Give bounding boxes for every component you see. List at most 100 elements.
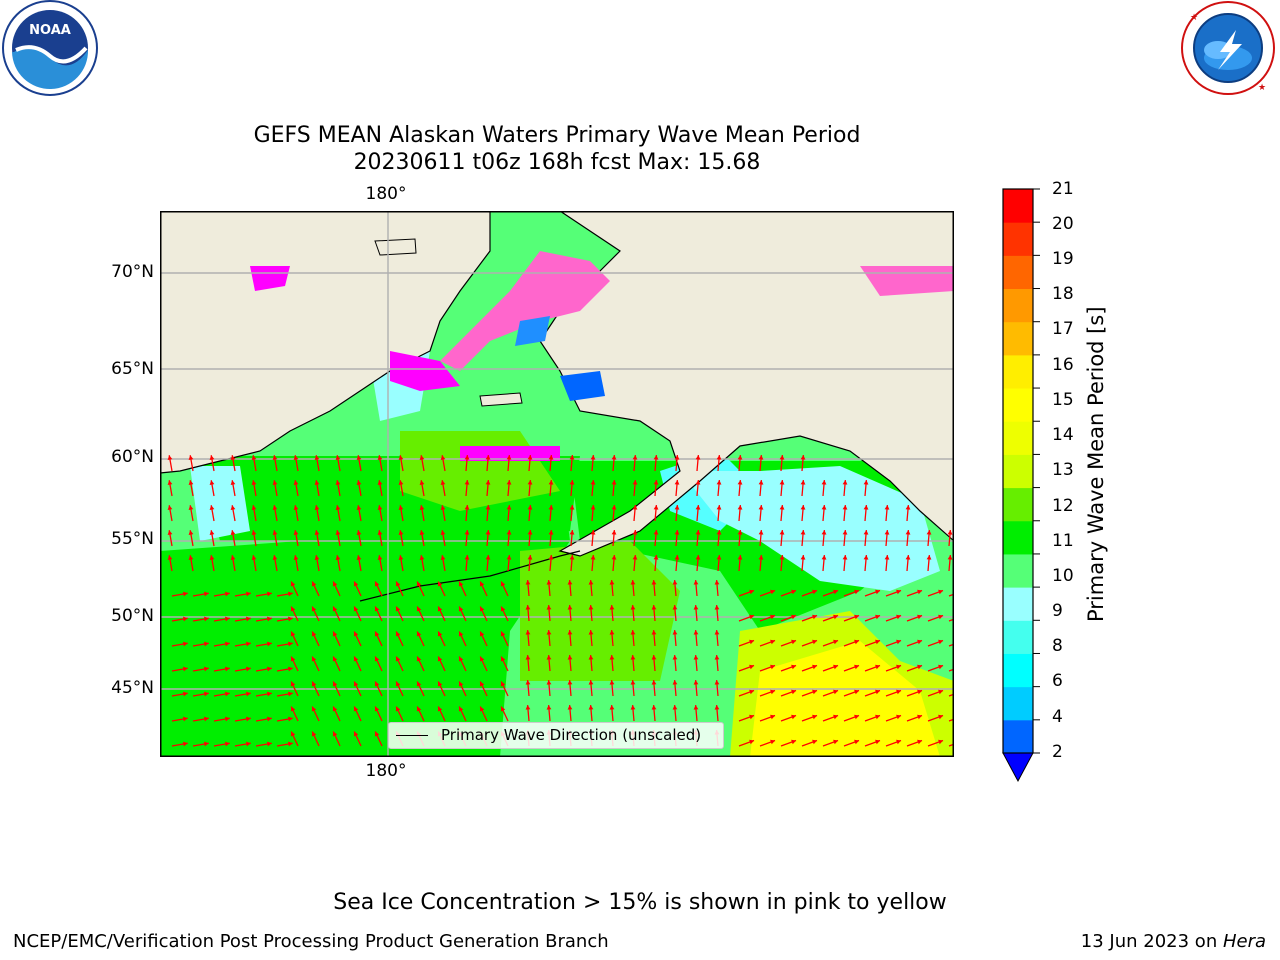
wave-arrow-head bbox=[884, 505, 890, 510]
wave-arrow-head bbox=[833, 739, 839, 745]
wave-arrow-head bbox=[374, 731, 380, 737]
wave-arrow-head bbox=[204, 666, 209, 672]
wave-arrow-head bbox=[938, 739, 944, 745]
latitude-label-55: 55°N bbox=[111, 529, 154, 549]
colorbar-cell bbox=[1003, 255, 1033, 290]
wave-arrow-head bbox=[356, 505, 362, 510]
wave-arrow-head bbox=[230, 505, 236, 510]
wave-arrow-head bbox=[479, 681, 485, 687]
wave-arrow-head bbox=[395, 581, 401, 587]
colorbar-frame bbox=[1002, 188, 1034, 754]
wave-arrow-head bbox=[209, 555, 215, 560]
wave-arrow-head bbox=[716, 455, 722, 460]
colorbar-cell bbox=[1003, 321, 1033, 356]
wave-arrow-head bbox=[716, 505, 722, 510]
wave-arrow-shaft bbox=[948, 743, 954, 747]
colorbar-tick-label: 12 bbox=[1052, 496, 1074, 516]
wave-arrow-head bbox=[288, 591, 293, 597]
wave-arrow-head bbox=[353, 681, 359, 687]
wave-arrow-head bbox=[548, 455, 554, 460]
colorbar-cell bbox=[1003, 222, 1033, 256]
wave-arrow-head bbox=[917, 614, 923, 620]
wave-arrow-head bbox=[609, 580, 615, 585]
colorbar-cell bbox=[1003, 354, 1033, 389]
sea-ice-blue-norton bbox=[560, 371, 605, 401]
wave-arrow-head bbox=[896, 714, 902, 720]
wave-arrow-head bbox=[800, 555, 806, 560]
wave-arrow-head bbox=[875, 664, 881, 670]
wave-arrow-head bbox=[714, 680, 720, 685]
wave-arrow-head bbox=[335, 480, 341, 485]
wave-arrow-head bbox=[917, 639, 923, 645]
wave-arrow-head bbox=[335, 455, 341, 460]
wave-arrow-head bbox=[588, 680, 594, 685]
period-zone-lightcyan-gulf bbox=[680, 466, 940, 591]
wave-arrow-head bbox=[395, 681, 401, 687]
wave-arrow-head bbox=[374, 581, 380, 587]
wave-arrow-head bbox=[395, 656, 401, 662]
wave-arrow-head bbox=[693, 605, 699, 610]
wave-arrow-head bbox=[267, 716, 272, 722]
wave-arrow-head bbox=[567, 605, 573, 610]
wave-arrow-shaft bbox=[948, 593, 954, 597]
wave-arrow-head bbox=[290, 731, 296, 737]
wave-arrow-head bbox=[854, 614, 860, 620]
wave-arrow-head bbox=[758, 480, 764, 485]
wave-arrow-head bbox=[800, 505, 806, 510]
wave-arrow-head bbox=[225, 641, 230, 647]
wave-arrow-head bbox=[917, 739, 923, 745]
wave-arrow-head bbox=[183, 641, 188, 647]
wave-arrow-head bbox=[416, 681, 422, 687]
wave-arrow-head bbox=[863, 555, 869, 560]
wave-arrow-head bbox=[204, 691, 209, 697]
sea-ice-note: Sea Ice Concentration > 15% is shown in … bbox=[333, 890, 947, 915]
colorbar-tick-label: 11 bbox=[1052, 531, 1074, 551]
wave-arrow-head bbox=[854, 639, 860, 645]
wave-arrow-head bbox=[672, 655, 678, 660]
wave-arrow-head bbox=[693, 680, 699, 685]
wave-arrow-head bbox=[569, 455, 575, 460]
wave-arrow-head bbox=[485, 555, 491, 560]
land-st-lawrence-island bbox=[479, 392, 523, 407]
wave-arrow-head bbox=[770, 589, 776, 595]
wave-arrow-head bbox=[672, 705, 678, 710]
map-panel bbox=[160, 211, 954, 757]
wave-arrow-head bbox=[479, 581, 485, 587]
wave-arrow-head bbox=[821, 480, 827, 485]
wave-arrow-head bbox=[356, 555, 362, 560]
wave-arrow-head bbox=[506, 530, 512, 535]
wave-arrow-head bbox=[188, 480, 194, 485]
colorbar-tick-label: 2 bbox=[1052, 742, 1063, 762]
wave-arrow-head bbox=[611, 530, 617, 535]
wave-arrow-head bbox=[567, 630, 573, 635]
wave-arrow-head bbox=[630, 605, 636, 610]
wave-arrow-head bbox=[506, 480, 512, 485]
wave-arrow-head bbox=[464, 555, 470, 560]
wave-arrow-head bbox=[758, 530, 764, 535]
wave-arrow-head bbox=[863, 530, 869, 535]
wave-arrow-head bbox=[842, 530, 848, 535]
colorbar-tick-label: 15 bbox=[1052, 390, 1074, 410]
wave-arrow-head bbox=[842, 505, 848, 510]
wave-arrow-head bbox=[288, 741, 293, 747]
wave-arrow-head bbox=[896, 589, 902, 595]
wave-arrow-head bbox=[440, 555, 446, 560]
wave-arrow-head bbox=[833, 664, 839, 670]
land-siberia bbox=[160, 211, 491, 474]
wave-arrow-head bbox=[246, 616, 251, 622]
wave-arrow-head bbox=[770, 739, 776, 745]
wave-arrow-head bbox=[288, 691, 293, 697]
wave-arrow-head bbox=[546, 630, 552, 635]
wave-arrow-head bbox=[267, 741, 272, 747]
wave-arrow-head bbox=[749, 639, 755, 645]
colorbar-cell bbox=[1003, 421, 1033, 455]
sea-ice-blue-patch bbox=[515, 316, 550, 346]
wave-arrow-head bbox=[548, 505, 554, 510]
wave-arrow-head bbox=[875, 739, 881, 745]
wave-arrow-head bbox=[917, 664, 923, 670]
wave-arrow-head bbox=[588, 580, 594, 585]
wave-arrow-head bbox=[230, 530, 236, 535]
wave-arrow-head bbox=[311, 681, 317, 687]
wave-arrow-head bbox=[288, 666, 293, 672]
wave-arrow-head bbox=[251, 530, 257, 535]
